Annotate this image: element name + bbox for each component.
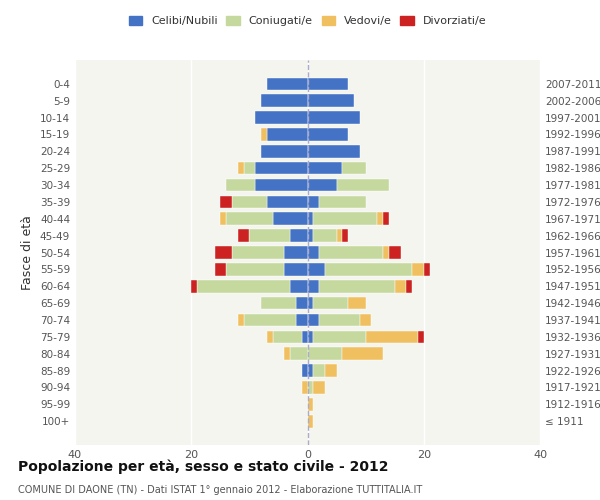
Bar <box>197 280 290 292</box>
Bar <box>238 162 244 174</box>
Bar <box>226 263 284 276</box>
Bar <box>290 230 308 242</box>
Bar <box>232 196 267 208</box>
Bar <box>255 162 308 174</box>
Bar <box>313 330 365 343</box>
Bar <box>232 246 284 259</box>
Bar <box>308 178 337 192</box>
Bar <box>308 78 348 90</box>
Bar <box>308 398 313 410</box>
Bar <box>308 348 343 360</box>
Bar <box>238 230 250 242</box>
Bar <box>319 246 383 259</box>
Bar <box>308 364 313 377</box>
Bar <box>255 111 308 124</box>
Bar <box>261 297 296 310</box>
Bar <box>319 196 365 208</box>
Bar <box>343 230 348 242</box>
Bar <box>220 212 226 225</box>
Bar <box>365 330 418 343</box>
Bar <box>308 330 313 343</box>
Bar <box>412 263 424 276</box>
Bar <box>296 297 308 310</box>
Bar <box>284 348 290 360</box>
Bar <box>215 246 232 259</box>
Bar <box>319 314 360 326</box>
Bar <box>337 230 343 242</box>
Bar <box>250 230 290 242</box>
Bar <box>389 246 401 259</box>
Bar <box>272 330 302 343</box>
Bar <box>313 297 348 310</box>
Bar <box>296 314 308 326</box>
Bar <box>319 280 395 292</box>
Bar <box>261 128 267 141</box>
Y-axis label: Fasce di età: Fasce di età <box>22 215 34 290</box>
Bar <box>302 381 308 394</box>
Bar <box>395 280 406 292</box>
Bar <box>267 78 308 90</box>
Bar <box>308 297 313 310</box>
Bar <box>377 212 383 225</box>
Bar <box>406 280 412 292</box>
Bar <box>191 280 197 292</box>
Bar <box>418 330 424 343</box>
Bar <box>244 314 296 326</box>
Bar <box>343 348 383 360</box>
Bar <box>302 364 308 377</box>
Bar <box>308 94 354 107</box>
Bar <box>267 128 308 141</box>
Bar <box>226 178 255 192</box>
Bar <box>261 94 308 107</box>
Bar <box>284 246 308 259</box>
Bar <box>313 381 325 394</box>
Bar <box>308 280 319 292</box>
Bar <box>308 162 343 174</box>
Legend: Celibi/Nubili, Coniugati/e, Vedovi/e, Divorziati/e: Celibi/Nubili, Coniugati/e, Vedovi/e, Di… <box>128 16 487 26</box>
Bar <box>308 145 360 158</box>
Bar <box>313 230 337 242</box>
Bar <box>337 178 389 192</box>
Bar <box>343 162 365 174</box>
Bar <box>290 348 308 360</box>
Bar <box>383 246 389 259</box>
Bar <box>360 314 371 326</box>
Bar <box>383 212 389 225</box>
Bar <box>290 280 308 292</box>
Bar <box>302 330 308 343</box>
Bar <box>308 196 319 208</box>
Bar <box>308 212 313 225</box>
Bar <box>308 381 313 394</box>
Bar <box>308 263 325 276</box>
Bar <box>308 415 313 428</box>
Bar <box>313 364 325 377</box>
Bar <box>284 263 308 276</box>
Bar <box>308 314 319 326</box>
Text: Popolazione per età, sesso e stato civile - 2012: Popolazione per età, sesso e stato civil… <box>18 460 389 474</box>
Bar <box>272 212 308 225</box>
Bar <box>215 263 226 276</box>
Bar <box>348 297 365 310</box>
Bar <box>308 111 360 124</box>
Bar <box>313 212 377 225</box>
Bar <box>267 196 308 208</box>
Bar <box>244 162 255 174</box>
Bar <box>261 145 308 158</box>
Bar <box>220 196 232 208</box>
Bar <box>424 263 430 276</box>
Bar <box>325 263 412 276</box>
Bar <box>308 128 348 141</box>
Bar <box>325 364 337 377</box>
Bar <box>226 212 272 225</box>
Text: COMUNE DI DAONE (TN) - Dati ISTAT 1° gennaio 2012 - Elaborazione TUTTITALIA.IT: COMUNE DI DAONE (TN) - Dati ISTAT 1° gen… <box>18 485 422 495</box>
Bar <box>255 178 308 192</box>
Bar <box>267 330 272 343</box>
Bar <box>308 246 319 259</box>
Bar <box>238 314 244 326</box>
Bar <box>308 230 313 242</box>
